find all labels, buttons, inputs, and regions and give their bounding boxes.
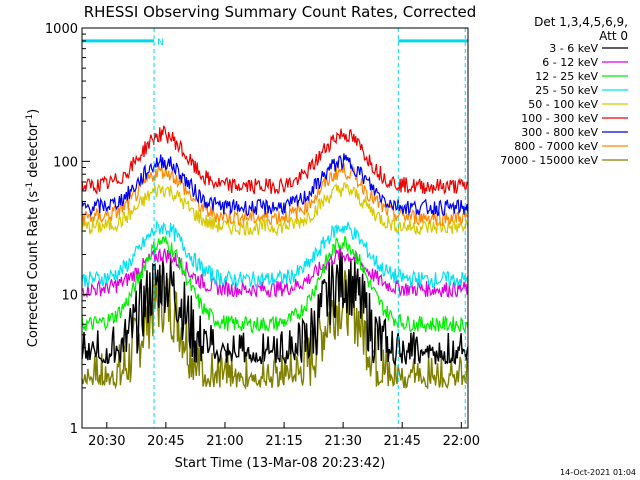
x-tick-label-2: 21:00	[206, 434, 243, 449]
x-tick-label-0: 20:30	[88, 434, 125, 449]
x-tick-label-5: 21:45	[383, 434, 420, 449]
series-line-2	[81, 235, 469, 335]
legend-label-1: 6 - 12 keV	[542, 56, 598, 69]
legend-header-1: Det 1,3,4,5,6,9,	[534, 15, 628, 29]
chart-title: RHESSI Observing Summary Count Rates, Co…	[84, 3, 477, 21]
y-axis-title-main: Corrected Count Rate (s	[26, 191, 41, 348]
series-line-4	[81, 182, 469, 237]
y-axis-title-sup2: -1	[25, 114, 35, 123]
legend-label-0: 3 - 6 keV	[549, 42, 598, 55]
x-tick-label-3: 21:15	[265, 434, 302, 449]
flag-label: N	[157, 38, 164, 48]
legend-label-7: 800 - 7000 keV	[514, 140, 598, 153]
plot-frame	[81, 27, 469, 429]
series-line-0	[81, 249, 469, 367]
x-axis: 20:30 20:45 21:00 21:15 21:30 21:45 22:00	[88, 422, 480, 449]
x-tick-label-4: 21:30	[324, 434, 361, 449]
legend-label-5: 100 - 300 keV	[521, 112, 598, 125]
y-axis-title: Corrected Count Rate (s-1 detector-1)	[25, 109, 41, 347]
x-tick-label-1: 20:45	[147, 434, 184, 449]
series-line-5	[81, 125, 469, 195]
series-line-7	[81, 163, 469, 227]
legend-label-2: 12 - 25 keV	[535, 70, 598, 83]
series-line-3	[81, 219, 469, 289]
y-tick-label-0: 1	[70, 422, 78, 437]
y-axis: 1 10 100 1000	[45, 22, 90, 437]
y-axis-title-end: )	[26, 109, 41, 114]
legend-label-3: 25 - 50 keV	[535, 84, 598, 97]
series-line-6	[81, 153, 469, 218]
x-tick-label-6: 22:00	[443, 434, 480, 449]
y-tick-label-1: 10	[61, 289, 78, 304]
y-tick-label-3: 1000	[45, 22, 78, 37]
legend-label-6: 300 - 800 keV	[521, 126, 598, 139]
y-tick-label-2: 100	[53, 155, 78, 170]
y-axis-title-mid: detector	[26, 122, 41, 182]
legend-label-8: 7000 - 15000 keV	[500, 154, 598, 167]
legend-header-2: Att 0	[599, 29, 628, 43]
x-axis-title: Start Time (13-Mar-08 20:23:42)	[175, 456, 386, 471]
legend-label-4: 50 - 100 keV	[528, 98, 598, 111]
plot-area: N	[81, 28, 469, 428]
y-axis-title-sup1: -1	[25, 182, 35, 191]
footer-timestamp: 14-Oct-2021 01:04	[560, 468, 636, 477]
